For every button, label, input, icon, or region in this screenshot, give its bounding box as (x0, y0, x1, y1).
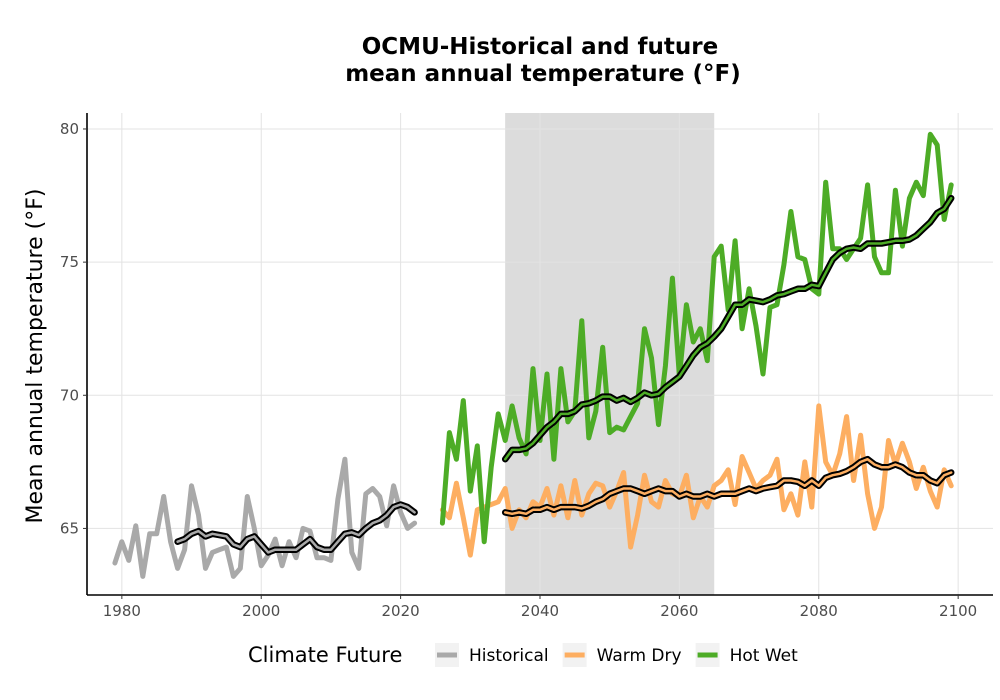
legend-label-historical: Historical (469, 646, 549, 666)
x-tick-label: 2080 (800, 602, 838, 620)
legend-label-hot-wet: Hot Wet (730, 646, 799, 666)
legend-title: Climate Future (248, 643, 402, 667)
legend: Climate Future Historical Warm Dry Hot Wet (248, 643, 798, 667)
chart-title: OCMU-Historical and future mean annual t… (345, 34, 741, 87)
y-tick-label: 70 (60, 386, 79, 404)
y-tick-label: 75 (60, 253, 79, 271)
y-tick-label: 65 (60, 519, 79, 537)
legend-label-warm-dry: Warm Dry (597, 646, 682, 666)
smooth-line-historical (176, 503, 416, 554)
tick-labels: 1980 2000 2020 2040 2060 2080 2100 65 70 75 80 (60, 120, 977, 620)
y-axis-title: Mean annual temperature (°F) (23, 189, 48, 524)
chart-title-line-2: mean annual temperature (°F) (345, 61, 741, 87)
x-tick-label: 2000 (242, 602, 280, 620)
x-tick-label: 1980 (103, 602, 141, 620)
smooth-line-hot-wet (503, 196, 953, 461)
y-tick-label: 80 (60, 120, 79, 138)
chart-title-line-1: OCMU-Historical and future (362, 34, 719, 60)
x-tick-label: 2040 (521, 602, 559, 620)
axes (83, 113, 993, 599)
gridlines (87, 113, 993, 595)
series-layer (112, 131, 955, 579)
series-line-hot-wet (439, 131, 954, 545)
x-tick-label: 2060 (660, 602, 698, 620)
series-line-historical (112, 456, 418, 579)
smooth-line-warm-dry (503, 457, 953, 516)
x-tick-label: 2100 (939, 602, 977, 620)
x-tick-label: 2020 (382, 602, 420, 620)
